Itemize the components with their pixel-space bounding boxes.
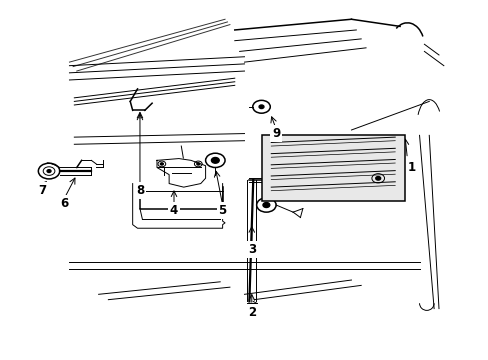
Text: 4: 4 (169, 204, 178, 217)
Circle shape (197, 163, 200, 165)
Text: 1: 1 (407, 161, 415, 174)
Text: 8: 8 (136, 184, 144, 197)
Text: 7: 7 (39, 184, 47, 197)
Circle shape (47, 170, 51, 172)
Text: 2: 2 (247, 306, 255, 319)
Polygon shape (157, 158, 205, 187)
Text: 5: 5 (218, 204, 226, 217)
Circle shape (263, 203, 269, 207)
Circle shape (259, 105, 264, 109)
Circle shape (160, 163, 163, 165)
Circle shape (375, 176, 380, 180)
Text: 3: 3 (247, 243, 255, 256)
Text: 6: 6 (61, 197, 69, 210)
Text: 9: 9 (271, 127, 280, 140)
Circle shape (211, 157, 219, 163)
Bar (261, 135, 404, 202)
